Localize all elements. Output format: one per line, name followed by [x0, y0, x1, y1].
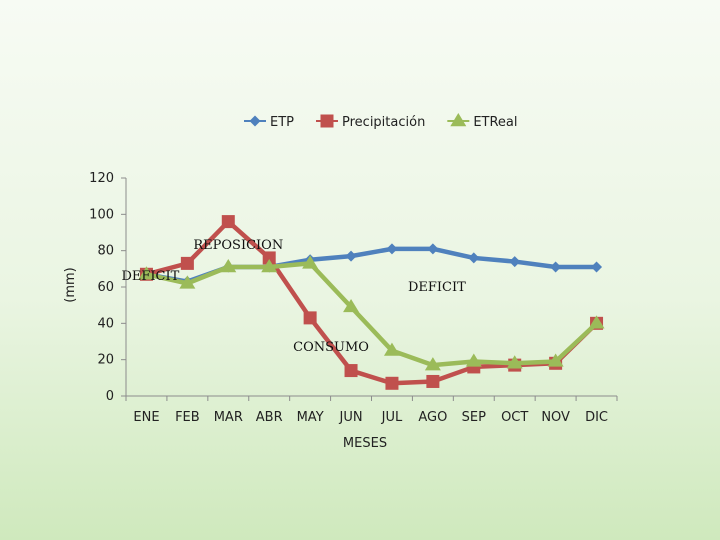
legend-swatch-marker [450, 113, 467, 127]
x-tick-label: ABR [256, 410, 283, 425]
legend-swatch-marker [249, 115, 261, 127]
data-point [179, 275, 196, 289]
data-point [465, 353, 482, 367]
data-point [138, 266, 155, 280]
data-point [303, 311, 317, 325]
x-tick-label: MAR [214, 410, 243, 425]
axes: 0 20 40 60 80 100 120 ENE FEB MAR ABR MAY JUN JUL AGO S… [89, 171, 618, 425]
data-point [261, 259, 278, 273]
y-tick-label: 60 [97, 280, 114, 295]
data-point [506, 355, 523, 369]
series-etreal [138, 255, 605, 371]
y-tick-label: 0 [106, 389, 114, 404]
data-point [468, 252, 480, 264]
annotation-label: CONSUMO [293, 340, 369, 355]
data-point [345, 250, 357, 262]
legend-entry: Precipitación [316, 114, 425, 130]
x-tick-label: JUN [339, 410, 363, 425]
x-tick-label: OCT [501, 410, 528, 425]
data-point [220, 259, 237, 273]
x-tick-label: SEP [462, 410, 486, 425]
y-tick-label: 40 [97, 316, 114, 331]
x-tick-label: FEB [175, 410, 200, 425]
x-tick-label: NOV [541, 410, 570, 425]
data-point [550, 261, 562, 273]
data-point [591, 261, 603, 273]
y-tick-label: 80 [97, 244, 114, 259]
data-point [344, 364, 358, 378]
data-point [427, 243, 439, 255]
legend-entry: ETReal [447, 113, 518, 130]
legend-swatch-marker [320, 114, 334, 128]
data-point [386, 243, 398, 255]
x-axis-title: MESES [343, 436, 387, 451]
data-point [343, 298, 360, 313]
x-tick-label: JUL [381, 410, 403, 425]
data-point [588, 315, 605, 329]
annotation-label: DEFICIT [408, 280, 466, 295]
annotations: REPOSICION DEFICIT DEFICIT CONSUMO [121, 238, 466, 355]
data-point [383, 342, 400, 356]
x-tick-label: AGO [418, 410, 447, 425]
annotation-label: REPOSICION [193, 238, 283, 253]
data-point [547, 353, 564, 367]
data-point [385, 376, 399, 390]
legend-label: ETReal [473, 115, 517, 130]
data-point [509, 256, 521, 268]
data-point [262, 251, 276, 265]
data-point [424, 357, 441, 371]
legend-label: Precipitación [342, 115, 425, 130]
x-tick-label: MAY [297, 410, 324, 425]
y-tick-label: 120 [89, 171, 114, 186]
y-tick-label: 100 [89, 207, 114, 222]
data-point [180, 256, 194, 270]
y-tick-label: 20 [97, 353, 114, 368]
series-line [144, 261, 599, 368]
legend-label: ETP [270, 115, 294, 130]
data-point [426, 374, 440, 388]
x-tick-label: ENE [133, 410, 159, 425]
series-lines [138, 215, 605, 390]
data-point [221, 215, 235, 229]
annotation-label: DEFICIT [121, 269, 179, 284]
series-line [144, 246, 599, 284]
x-tick-label: DIC [585, 410, 608, 425]
legend: ETP Precipitación ETReal [244, 113, 518, 130]
data-point [302, 255, 319, 269]
y-axis-title: (mm) [63, 267, 78, 302]
legend-entry: ETP [244, 115, 294, 130]
